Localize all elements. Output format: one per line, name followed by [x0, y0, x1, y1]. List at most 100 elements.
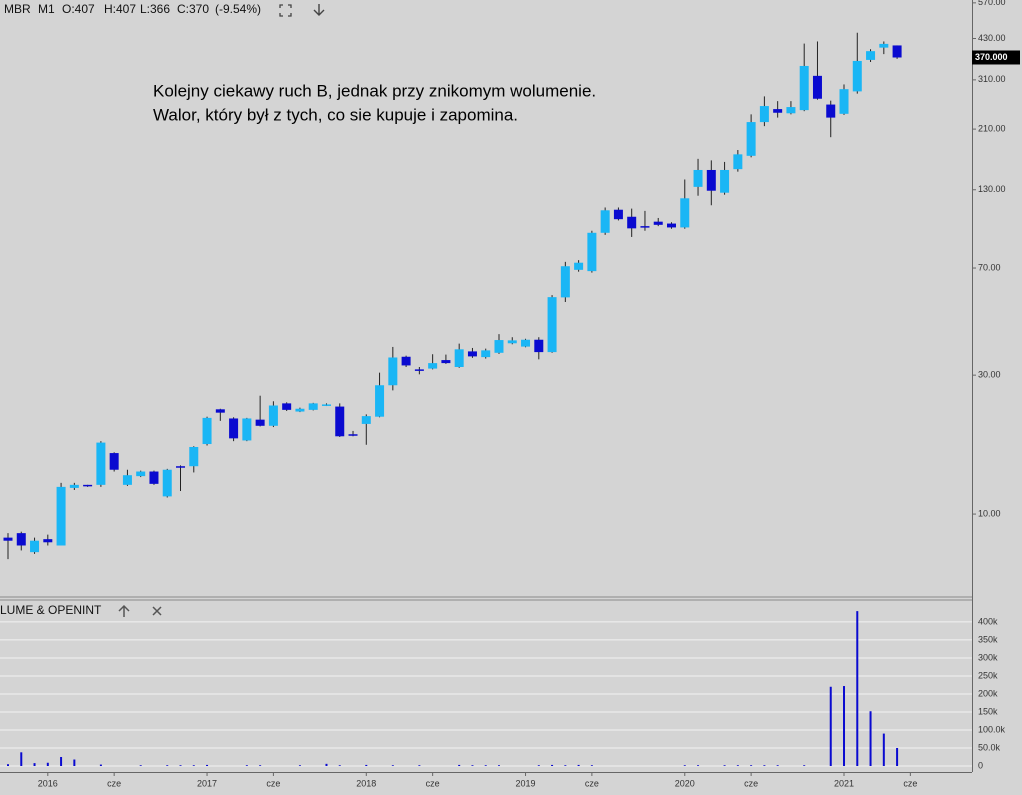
candle-body [295, 408, 305, 412]
candle-body [69, 484, 79, 488]
volume-bar [843, 686, 846, 766]
candle-body [507, 340, 517, 344]
candle-body [401, 356, 411, 366]
candle-body [308, 403, 318, 410]
candle-body [202, 417, 212, 445]
volume-bar [259, 765, 262, 766]
candle-body [215, 409, 225, 413]
volume-bar [418, 765, 421, 766]
volume-bar [882, 733, 885, 766]
y-tick-label: 570.00 [978, 0, 1006, 7]
candle-body [282, 403, 292, 410]
open-readout: O:407 [62, 2, 95, 16]
volume-bar [803, 765, 806, 766]
volume-bar [471, 765, 474, 766]
candle-body [759, 106, 769, 123]
candle-body [812, 75, 822, 99]
candle-body [494, 340, 504, 353]
volume-bar [590, 765, 593, 766]
candle-body [242, 418, 252, 441]
volume-bar [856, 611, 859, 766]
volume-bar [206, 764, 209, 766]
fullscreen-icon[interactable] [279, 4, 292, 17]
candle-body [653, 221, 663, 225]
volume-bar [325, 763, 328, 766]
candle-body [467, 351, 477, 357]
volume-bar [723, 765, 726, 766]
candle-body [414, 369, 424, 371]
volume-bar [896, 747, 899, 766]
candle-body [826, 104, 836, 118]
y-tick-label: 210.00 [978, 123, 1006, 133]
y-tick-label: 130.00 [978, 184, 1006, 194]
candle-body [229, 418, 239, 439]
symbol: MBR [4, 2, 31, 16]
candle-body [640, 226, 650, 228]
y-tick-label: 150k [978, 706, 998, 716]
candle-body [16, 533, 26, 546]
x-tick-label: 2017 [197, 778, 217, 788]
candle-body [56, 486, 66, 546]
y-tick-label: 10.00 [978, 508, 1001, 518]
y-tick-label: 310.00 [978, 74, 1006, 84]
candle-body [746, 122, 756, 156]
volume-bar [829, 686, 832, 766]
y-tick-label: 70.00 [978, 262, 1001, 272]
volume-bar [484, 765, 487, 766]
last-price-label: 370.000 [975, 52, 1008, 62]
close-readout: C:370 [177, 2, 209, 16]
candle-body [667, 223, 676, 228]
volume-bar [551, 764, 554, 766]
volume-bar [537, 765, 540, 766]
candle-body [892, 45, 902, 58]
candle-body [335, 406, 345, 437]
candle-body [136, 471, 146, 477]
y-tick-label: 430.00 [978, 33, 1006, 43]
x-tick-label: 2019 [516, 778, 536, 788]
y-tick-label: 400k [978, 616, 998, 626]
volume-bar [750, 765, 753, 766]
x-tick-label: 2021 [834, 778, 854, 788]
candle-body [587, 232, 597, 272]
candle-body [879, 43, 889, 48]
volume-bar [46, 762, 49, 766]
x-tick-label: 2018 [356, 778, 376, 788]
volume-bar [577, 764, 580, 766]
volume-bar [763, 765, 766, 766]
volume-bar [192, 765, 195, 766]
volume-title: LUME & OPENINT [0, 603, 102, 617]
candle-body [83, 484, 93, 487]
volume-bar [20, 752, 23, 766]
volume-bar [736, 765, 739, 766]
volume-bar [458, 764, 461, 766]
candle-body [428, 363, 438, 369]
volume-bar [73, 759, 76, 766]
close-icon[interactable] [152, 606, 162, 616]
collapse-icon[interactable] [313, 4, 325, 16]
volume-bar [166, 765, 169, 766]
candle-body [43, 539, 53, 543]
candle-body [799, 65, 809, 111]
volume-bar [245, 765, 248, 766]
candle-body [773, 109, 783, 113]
volume-bar [365, 764, 368, 766]
candle-body [600, 210, 610, 233]
volume-bar [7, 764, 9, 766]
candle-body [627, 216, 637, 229]
candle-body [388, 357, 398, 386]
y-tick-label: 100.0k [978, 724, 1006, 734]
x-tick-label: cze [744, 778, 758, 788]
volume-bar [298, 765, 301, 766]
y-tick-label: 350k [978, 634, 998, 644]
interval: M1 [38, 2, 55, 16]
x-tick-label: 2016 [38, 778, 58, 788]
move-up-icon[interactable] [118, 604, 130, 617]
x-tick-label: 2020 [675, 778, 695, 788]
candle-body [560, 266, 570, 298]
candle-body [348, 434, 358, 436]
candle-body [109, 453, 119, 470]
candle-body [547, 297, 557, 353]
candle-body [521, 339, 531, 347]
candle-body [866, 51, 876, 60]
